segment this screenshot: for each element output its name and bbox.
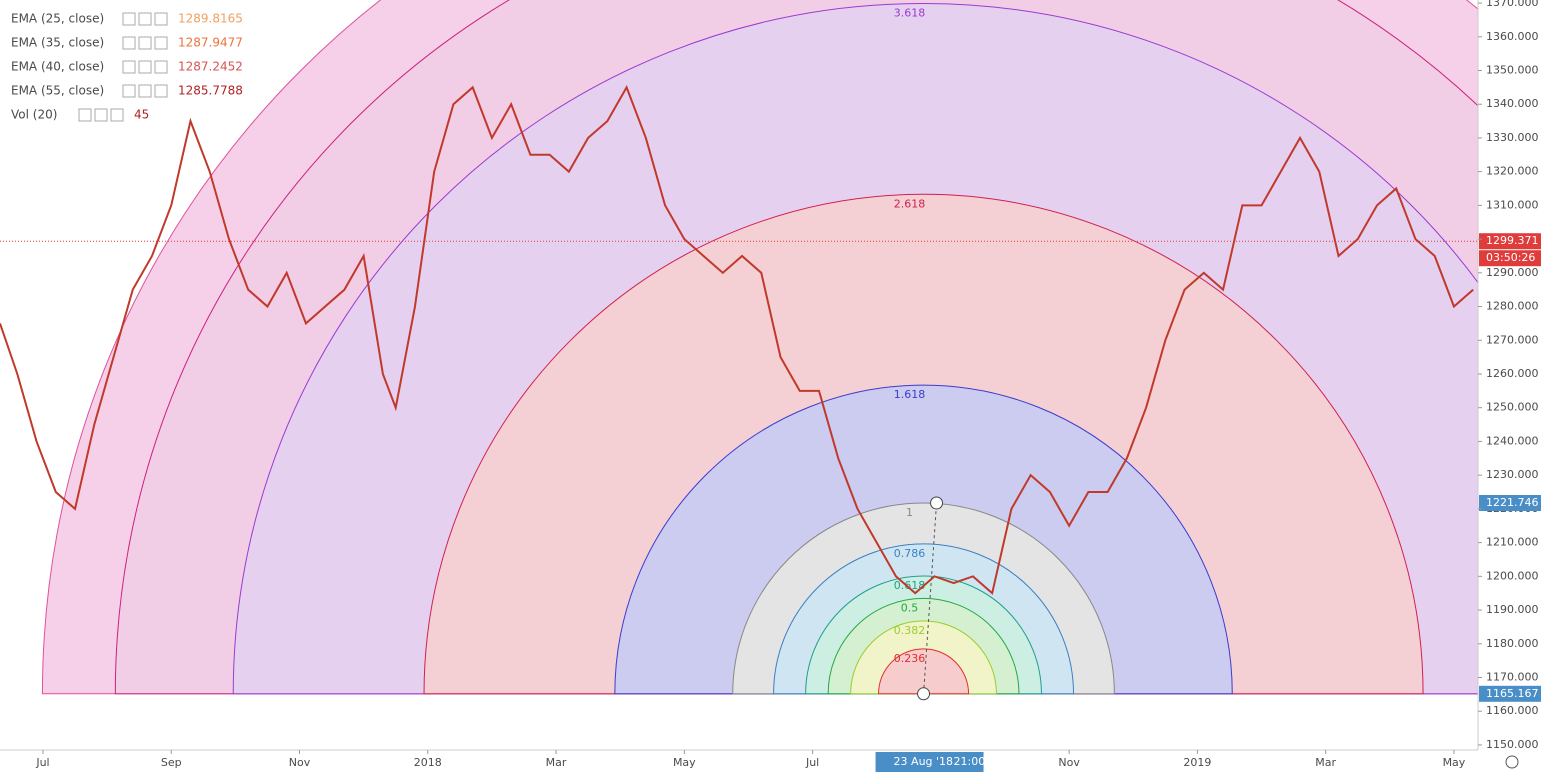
y-tick-label: 1170.000 [1486,670,1539,683]
time-axis [0,750,1543,774]
settings-icon[interactable] [1505,755,1519,769]
legend-value: 1289.8165 [178,12,243,26]
price-tag [1479,233,1541,250]
y-tick-label: 1320.000 [1486,165,1539,178]
legend-icon[interactable] [122,12,136,26]
y-tick-label: 1360.000 [1486,30,1539,43]
legend-value: 1287.2452 [178,60,243,74]
legend-label[interactable]: EMA (40, close) [11,60,104,74]
y-tick-label: 1150.000 [1486,738,1539,751]
legend-icon[interactable] [138,12,152,26]
x-tick-label: 2018 [414,756,442,769]
price-label: 1299.371 [1486,234,1539,247]
fib-level-label: 0.786 [894,547,926,560]
series [0,85,1478,596]
fib-level-label: 0.382 [894,624,926,637]
price-axis [1478,0,1543,774]
legend-value: 1287.9477 [178,36,243,50]
legend-icon[interactable] [154,36,168,50]
y-tick-label: 1200.000 [1486,569,1539,582]
crosshair-time: 21:00 [954,755,986,768]
x-tick-label: Jul [805,756,819,769]
fib-level-label: 1 [906,506,913,519]
y-tick-label: 1290.000 [1486,266,1539,279]
y-tick-label: 1160.000 [1486,704,1539,717]
y-tick-label: 1260.000 [1486,367,1539,380]
legend-icon[interactable] [154,84,168,98]
x-tick-label: Mar [1315,756,1336,769]
x-tick-label: May [1443,756,1466,769]
legend-icon[interactable] [138,60,152,74]
fib-level-label: 0.618 [894,579,926,592]
legend-icon[interactable] [154,12,168,26]
x-tick-label: May [673,756,696,769]
legend-icon[interactable] [138,36,152,50]
y-tick-label: 1190.000 [1486,603,1539,616]
ema-line [0,85,1474,596]
legend-value: 45 [134,108,149,122]
countdown-tag [1479,250,1541,267]
fib-price-label: 1221.746 [1486,496,1539,509]
x-tick-label: Mar [546,756,567,769]
legend-label[interactable]: EMA (35, close) [11,36,104,50]
legend-icon[interactable] [122,84,136,98]
legend-icon[interactable] [78,108,92,122]
fib-price-tag [1479,494,1541,511]
legend-value: 1285.7788 [178,84,243,98]
x-tick-label: Nov [1058,756,1080,769]
legend-label[interactable]: Vol (20) [11,108,57,122]
y-tick-label: 1270.000 [1486,333,1539,346]
fib-level-label: 0.5 [901,601,919,614]
y-tick-label: 1180.000 [1486,637,1539,650]
x-tick-label: 2019 [1183,756,1211,769]
y-tick-label: 1370.000 [1486,0,1539,9]
fib-price-label: 1165.167 [1486,687,1539,700]
y-tick-label: 1250.000 [1486,401,1539,414]
fib-trend-line [923,502,938,694]
fib-level-label: 2.618 [894,197,926,210]
crosshair-date: 23 Aug '18 [894,755,954,768]
legend-icon[interactable] [110,108,124,122]
y-tick-label: 1230.000 [1486,468,1539,481]
legend-label[interactable]: EMA (55, close) [11,84,104,98]
y-tick-label: 1310.000 [1486,198,1539,211]
legend-icon[interactable] [122,36,136,50]
fib-level-label: 0.236 [894,652,926,665]
legend-icon[interactable] [122,60,136,74]
y-tick-label: 1350.000 [1486,63,1539,76]
fib-handle[interactable] [917,687,931,701]
fib-level-label: 3.618 [894,6,926,19]
y-tick-label: 1280.000 [1486,300,1539,313]
fib-handle[interactable] [930,496,944,510]
legend-icon[interactable] [94,108,108,122]
fib-arcs: 0.236 0.382 0.5 0.618 0.786 1 1.618 2.618 3.618 4… [41,0,1478,701]
fib-level-label: 1.618 [894,388,926,401]
x-tick-label: Sep [161,756,182,769]
y-tick-label: 1330.000 [1486,131,1539,144]
legend-icon[interactable] [154,60,168,74]
legend-label[interactable]: EMA (25, close) [11,12,104,26]
legend-icon[interactable] [138,84,152,98]
y-tick-label: 1210.000 [1486,536,1539,549]
x-tick-label: Jul [35,756,49,769]
countdown-label: 03:50:26 [1486,251,1535,264]
fib-price-tag [1479,685,1541,702]
y-tick-label: 1240.000 [1486,434,1539,447]
crosshair-tag [875,752,984,772]
x-tick-label: Nov [289,756,311,769]
y-tick-label: 1340.000 [1486,97,1539,110]
